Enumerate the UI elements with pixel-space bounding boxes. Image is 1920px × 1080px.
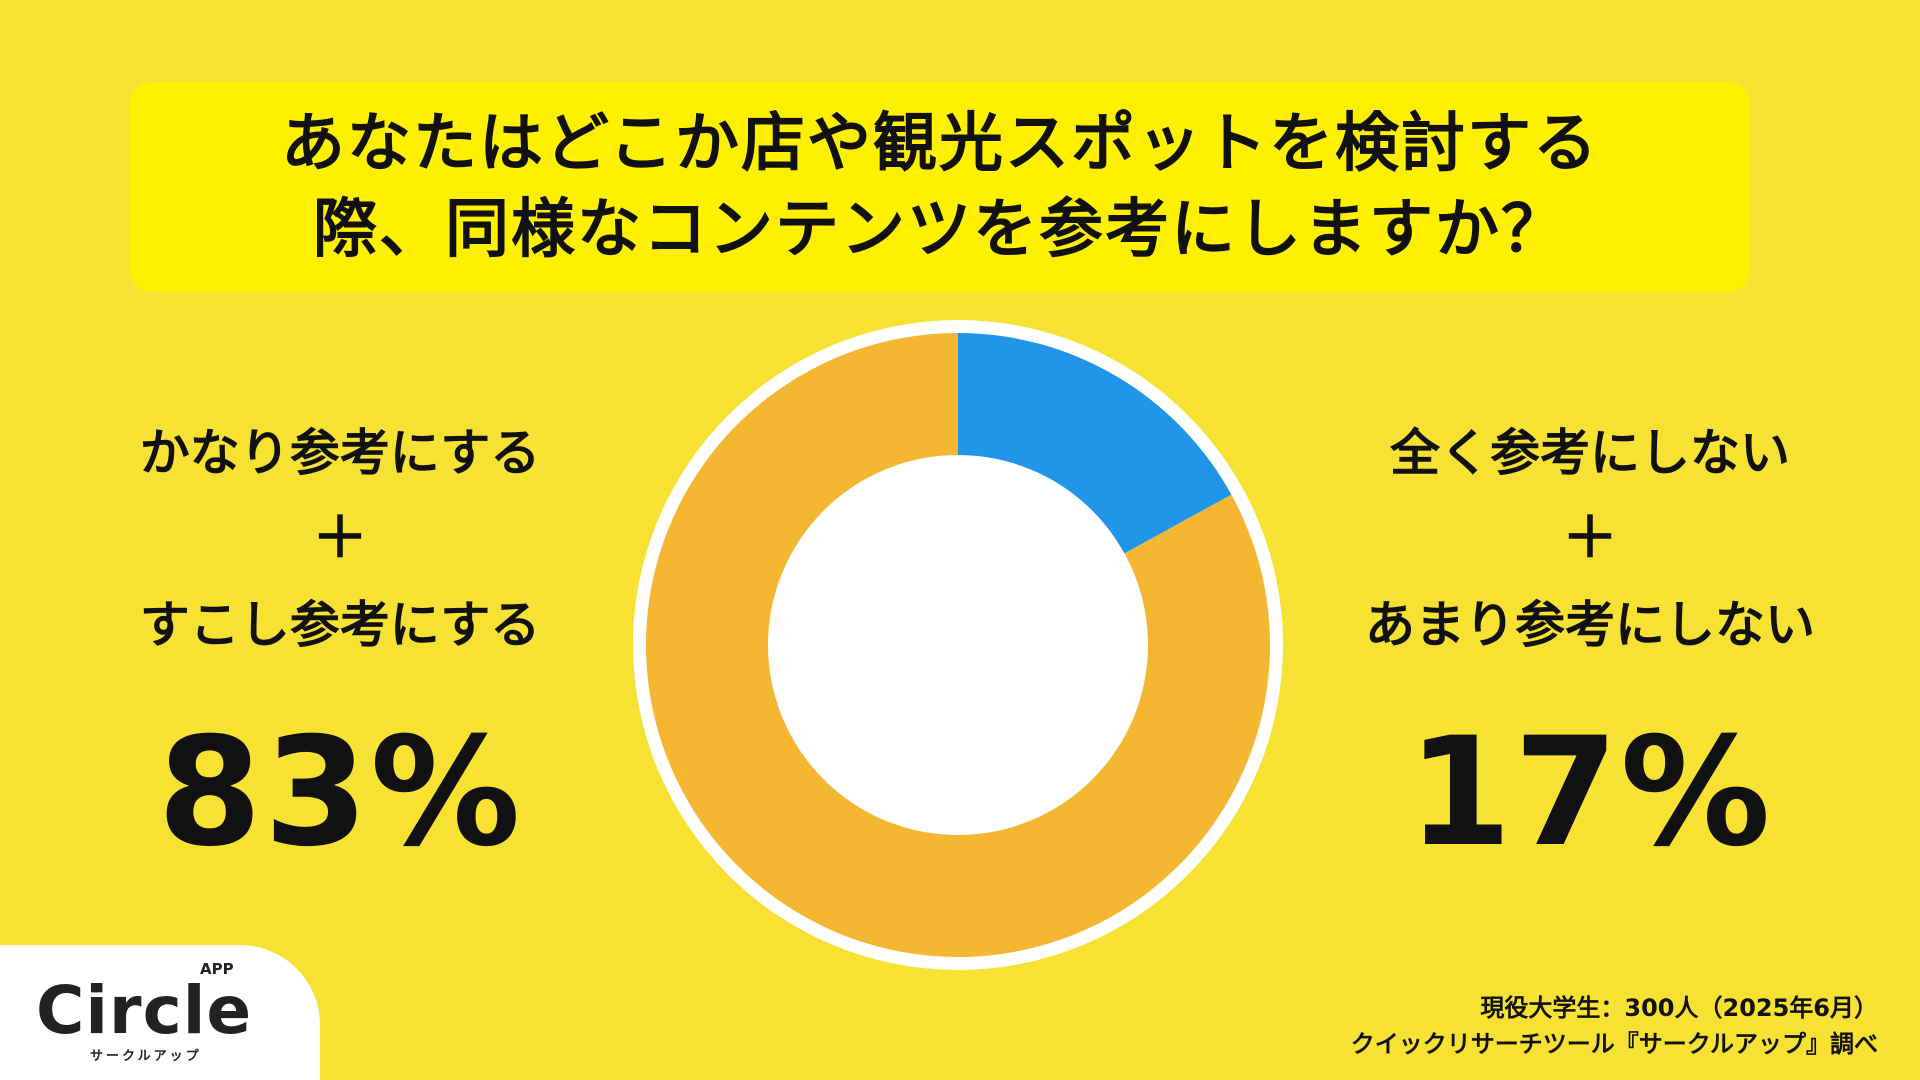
title-line-2: 際、同様なコンテンツを参考にしますか？ bbox=[313, 193, 1567, 267]
donut-hole bbox=[768, 455, 1148, 835]
logo-superscript: APP bbox=[200, 960, 234, 978]
right-plus: ＋ bbox=[1562, 506, 1618, 571]
right-label-1: 全く参考にしない bbox=[1390, 424, 1790, 482]
title-line-1: あなたはどこか店や観光スポットを検討する bbox=[280, 107, 1600, 181]
left-summary: かなり参考にする ＋ すこし参考にする 83% bbox=[40, 410, 640, 888]
logo-subtitle: サークルアップ bbox=[90, 1049, 202, 1064]
title-banner: あなたはどこか店や観光スポットを検討する 際、同様なコンテンツを参考にしますか？ bbox=[130, 82, 1750, 292]
left-plus: ＋ bbox=[312, 506, 368, 571]
left-percent: 83% bbox=[157, 706, 523, 880]
logo-wordmark: Circle bbox=[36, 972, 253, 1049]
right-summary: 全く参考にしない ＋ あまり参考にしない 17% bbox=[1290, 410, 1890, 888]
source-line-2: クイックリサーチツール『サークルアップ』調べ bbox=[1350, 1030, 1878, 1058]
left-label-2: すこし参考にする bbox=[139, 596, 541, 654]
left-label-1: かなり参考にする bbox=[139, 424, 541, 482]
source-note: 現役大学生：300人（2025年6月） クイックリサーチツール『サークルアップ』… bbox=[1351, 990, 1878, 1062]
logo-panel bbox=[0, 945, 320, 1080]
right-percent: 17% bbox=[1407, 706, 1773, 880]
source-line-1: 現役大学生：300人（2025年6月） bbox=[1480, 994, 1878, 1022]
right-label-2: あまり参考にしない bbox=[1365, 596, 1815, 654]
